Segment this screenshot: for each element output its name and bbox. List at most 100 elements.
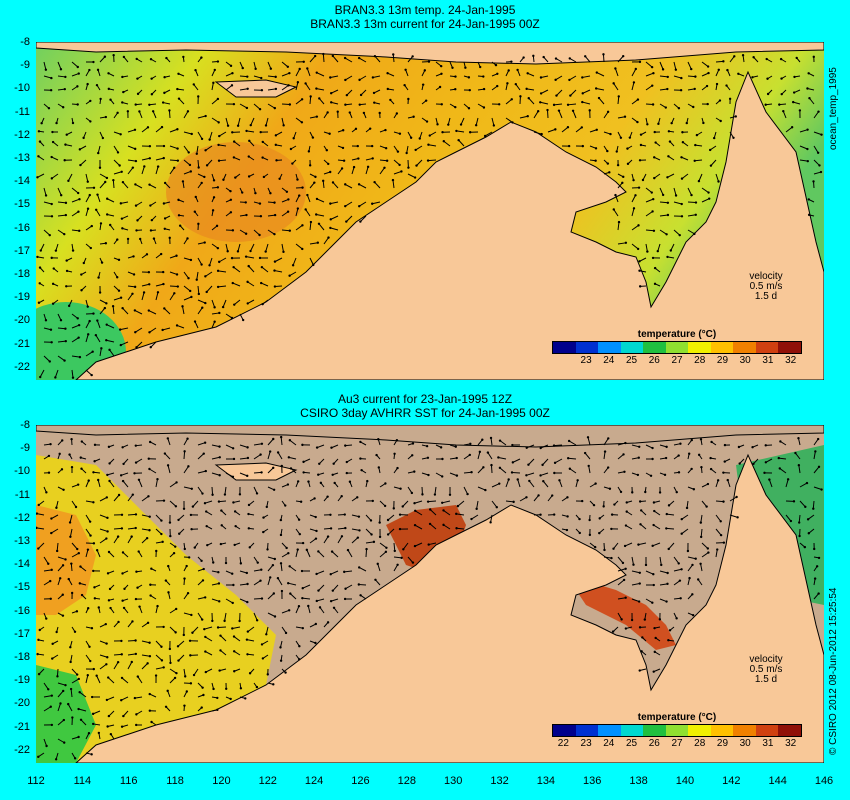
current-arrow-head	[539, 76, 543, 79]
current-arrow	[141, 126, 149, 133]
current-arrow-head	[70, 562, 73, 565]
current-arrow	[155, 528, 162, 535]
current-arrow-head	[806, 147, 809, 151]
current-arrow-head	[92, 186, 96, 189]
current-arrow-head	[658, 618, 662, 621]
current-arrow-head	[653, 130, 656, 134]
current-arrow-head	[707, 71, 710, 75]
current-arrow	[487, 452, 493, 460]
current-arrow-head	[697, 453, 701, 457]
current-arrow-head	[287, 552, 290, 555]
current-arrow	[443, 524, 451, 530]
current-arrow-head	[133, 309, 137, 312]
current-arrow-head	[229, 64, 233, 68]
current-arrow	[211, 598, 220, 602]
top-colorbar: temperature (°C) 23 24 25 26 27 28 29 30 31 32	[552, 328, 802, 366]
current-arrow	[392, 180, 395, 189]
current-arrow-head	[566, 103, 570, 107]
current-arrow	[135, 327, 143, 333]
current-arrow-head	[357, 157, 360, 160]
current-arrow-head	[643, 618, 647, 621]
current-arrow-head	[59, 68, 63, 71]
current-arrow-head	[651, 103, 655, 106]
current-arrow	[107, 677, 115, 684]
current-arrow-head	[438, 85, 442, 89]
current-arrow-head	[279, 646, 282, 649]
current-arrow-head	[122, 90, 125, 94]
current-arrow	[475, 117, 479, 126]
current-arrow	[442, 500, 451, 504]
current-arrow-head	[580, 126, 584, 129]
current-arrow-head	[300, 121, 304, 124]
current-arrow-head	[581, 92, 584, 95]
bottom-y-tick-label: -19	[14, 674, 30, 687]
current-arrow-head	[88, 520, 92, 523]
current-arrow-head	[652, 229, 656, 232]
current-arrow-head	[246, 582, 249, 586]
current-arrow-head	[580, 499, 584, 503]
current-arrow-head	[298, 644, 301, 648]
current-arrow	[155, 640, 162, 648]
current-arrow-head	[232, 140, 236, 143]
current-arrow-head	[122, 55, 126, 59]
current-arrow-head	[134, 444, 138, 447]
current-arrow-head	[137, 550, 140, 553]
current-arrow	[645, 61, 653, 68]
current-arrow-head	[183, 450, 186, 453]
current-arrow-head	[195, 152, 198, 155]
current-arrow-head	[393, 549, 396, 553]
current-arrow-head	[219, 634, 222, 637]
current-arrow-head	[791, 100, 795, 104]
current-arrow-head	[105, 339, 108, 342]
current-arrow	[575, 127, 583, 133]
current-arrow-head	[650, 65, 654, 69]
current-arrow	[687, 564, 693, 572]
current-arrow-head	[92, 60, 95, 64]
current-arrow-head	[554, 128, 557, 131]
current-arrow-head	[174, 505, 178, 508]
current-arrow	[197, 257, 203, 265]
current-arrow	[85, 528, 91, 536]
current-arrow-head	[653, 282, 657, 286]
current-arrow-head	[95, 549, 99, 552]
current-arrow-head	[148, 515, 151, 518]
current-arrow-head	[247, 175, 251, 178]
current-arrow-head	[340, 535, 344, 538]
current-arrow-head	[246, 87, 249, 90]
current-arrow-head	[47, 562, 50, 565]
current-arrow	[407, 56, 414, 63]
current-arrow-head	[38, 266, 42, 269]
current-arrow-head	[357, 515, 361, 518]
current-arrow	[556, 89, 563, 96]
current-arrow	[687, 61, 692, 70]
current-arrow	[512, 458, 521, 463]
current-arrow	[281, 103, 290, 105]
current-arrow-head	[163, 91, 166, 95]
current-arrow	[248, 265, 255, 273]
current-arrow-head	[308, 164, 312, 167]
current-arrow	[700, 528, 703, 537]
current-arrow	[281, 61, 289, 68]
current-arrow	[558, 480, 563, 488]
current-arrow	[218, 131, 227, 137]
current-arrow-head	[674, 194, 678, 197]
current-arrow-head	[468, 453, 472, 457]
current-arrow-head	[598, 531, 601, 535]
current-arrow-head	[679, 597, 682, 600]
current-arrow	[97, 479, 101, 488]
current-arrow-head	[104, 622, 107, 626]
x-tick-label: 114	[73, 775, 92, 787]
current-arrow-head	[64, 213, 68, 217]
current-arrow	[292, 257, 297, 266]
current-arrow	[568, 440, 577, 446]
current-arrow	[169, 293, 175, 301]
current-arrow-head	[176, 645, 180, 648]
current-arrow-head	[177, 214, 181, 217]
current-arrow-head	[109, 732, 113, 736]
current-arrow-head	[314, 515, 317, 519]
current-arrow-head	[402, 548, 405, 551]
current-arrow-head	[386, 518, 390, 522]
top-title-1: BRAN3.3 13m temp. 24-Jan-1995	[334, 3, 516, 17]
current-arrow-head	[307, 604, 310, 608]
current-arrow-head	[151, 110, 155, 113]
